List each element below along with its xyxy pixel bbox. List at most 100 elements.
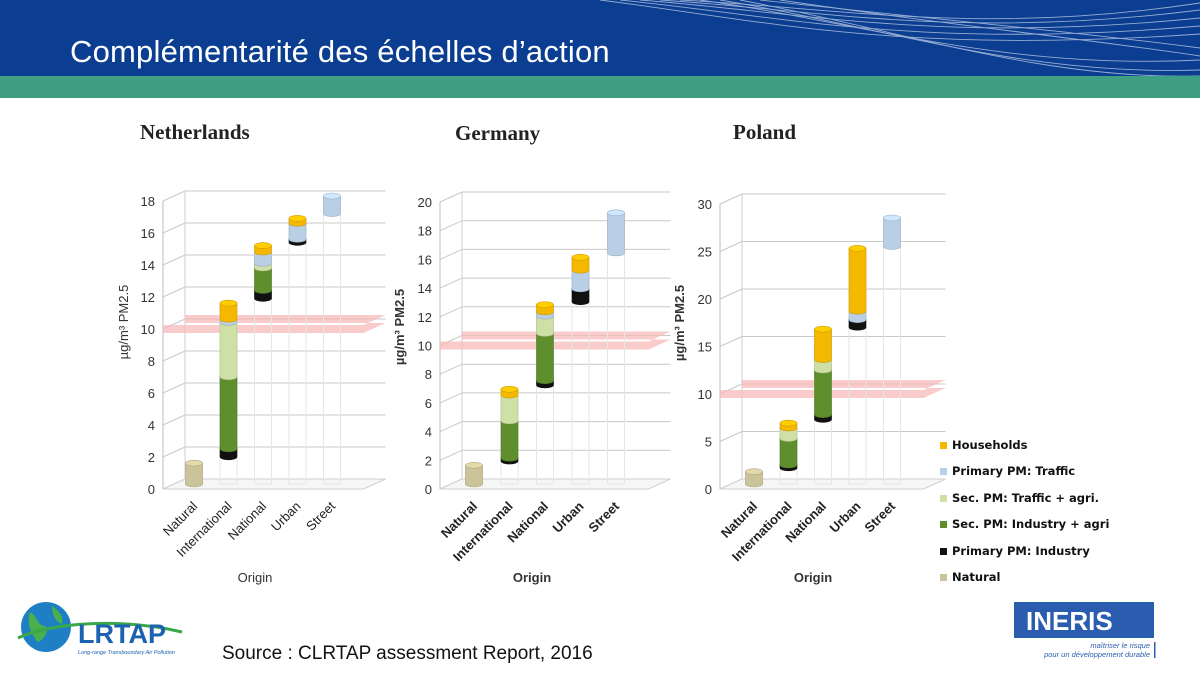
- bar-segment-top: [465, 462, 483, 469]
- bar-segment-top: [254, 242, 272, 249]
- chart-floor: [162, 478, 386, 490]
- legend-label: Primary PM: Traffic: [952, 464, 1076, 479]
- bar-segment-top: [571, 253, 590, 261]
- legend-swatch: [940, 547, 947, 555]
- bar-segment-sec_traffic_agri: [536, 315, 554, 337]
- bar-street: [323, 192, 341, 485]
- gridline-depth: [719, 193, 743, 205]
- legend-label: Natural: [952, 569, 1001, 584]
- y-tick-label: 4: [148, 418, 155, 433]
- limit-band: [720, 380, 946, 398]
- bar-segment-primary_traffic: [288, 222, 307, 243]
- x-axis-label: Origin: [794, 570, 832, 585]
- gridline-depth: [719, 241, 743, 252]
- bar-segment-top: [745, 468, 763, 475]
- legend-label: Sec. PM: Industry + agri: [952, 517, 1110, 532]
- legend-swatch: [940, 521, 947, 529]
- header-wave-pattern: [599, 0, 1200, 76]
- ineris-tagline-2: pour un développement durable: [1043, 650, 1150, 659]
- bar-segment-primary_traffic: [607, 212, 625, 257]
- gridline-depth: [719, 336, 743, 347]
- bar-national: [814, 325, 832, 485]
- bar-segment-primary_traffic: [883, 217, 901, 250]
- y-tick-label: 18: [418, 224, 432, 239]
- bar-segment-top: [219, 299, 238, 307]
- gridline-depth: [162, 350, 186, 362]
- accent-band: [0, 76, 1200, 98]
- bar-segment-natural: [185, 462, 203, 488]
- bar-outline: [883, 217, 901, 485]
- y-tick-label: 0: [148, 482, 155, 497]
- y-tick-label: 16: [418, 252, 432, 267]
- y-tick-label: 6: [148, 386, 155, 401]
- bar-national: [536, 301, 554, 485]
- gridline-depth: [439, 220, 463, 232]
- y-axis-label: µg/m³ PM2.5: [392, 289, 407, 365]
- source-citation: Source : CLRTAP assessment Report, 2016: [222, 643, 593, 664]
- bar-segment-sec_industry_agri: [814, 369, 832, 418]
- slide-header: Complémentarité des échelles d’action: [0, 0, 1200, 76]
- gridline-depth: [162, 414, 186, 426]
- x-tick-label: Urban: [826, 498, 863, 535]
- y-tick-label: 8: [425, 367, 432, 382]
- y-tick-label: 10: [141, 322, 155, 337]
- bar-segment-sec_industry_agri: [779, 438, 798, 469]
- bar-street: [607, 209, 625, 485]
- chart-floor: [439, 478, 671, 490]
- legend-swatch: [940, 494, 947, 502]
- y-tick-label: 2: [425, 453, 432, 468]
- bar-segment-natural: [465, 465, 483, 488]
- bar-segment-households: [848, 248, 867, 315]
- gridline-depth: [439, 421, 463, 433]
- gridline-depth: [719, 288, 743, 300]
- legend-label: Households: [952, 438, 1028, 452]
- y-tick-label: 20: [698, 292, 712, 307]
- bar-natural: [745, 468, 763, 488]
- bar-segment-primary_traffic: [323, 195, 341, 217]
- gridline-depth: [162, 286, 186, 298]
- bar-segment-top: [779, 419, 798, 427]
- bar-segment-top: [607, 209, 625, 217]
- bar-segment-sec_traffic_agri: [500, 394, 519, 425]
- legend-swatch: [940, 442, 947, 449]
- gridline-depth: [439, 277, 463, 289]
- y-tick-label: 14: [141, 258, 155, 273]
- bar-segment-sec_traffic_agri: [814, 359, 832, 374]
- lrtap-subtitle: Long-range Transboundary Air Pollution: [78, 650, 175, 656]
- y-tick-label: 10: [418, 339, 432, 354]
- y-axis-label: µg/m³ PM2.5: [672, 285, 687, 361]
- lrtap-logo: LRTAP Long-range Transboundary Air Pollu…: [12, 598, 187, 663]
- y-tick-label: 12: [418, 310, 432, 325]
- gridline-depth: [439, 363, 463, 375]
- bar-urban: [288, 215, 307, 485]
- bar-segment-households: [219, 302, 238, 323]
- gridline-depth: [162, 254, 186, 266]
- bar-segment-sec_traffic_agri: [779, 427, 798, 442]
- bar-segment-top: [323, 192, 341, 200]
- ineris-wordmark: INERIS: [1026, 606, 1113, 636]
- bar-international: [500, 385, 519, 485]
- bar-segment-top: [848, 245, 867, 252]
- limit-band: [163, 315, 386, 333]
- y-tick-label: 16: [141, 226, 155, 241]
- legend-label: Primary PM: Industry: [952, 543, 1090, 558]
- y-tick-label: 14: [418, 281, 432, 296]
- legend-label: Sec. PM: Traffic + agri.: [952, 490, 1100, 505]
- limit-band: [440, 331, 671, 350]
- y-tick-label: 18: [141, 194, 155, 209]
- bar-urban: [571, 253, 590, 485]
- bar-segment-top: [883, 214, 901, 222]
- bar-segment-top: [814, 325, 832, 333]
- gridline-depth: [439, 306, 463, 318]
- bar-street: [883, 214, 901, 485]
- gridline-depth: [162, 222, 186, 234]
- slide-title: Complémentarité des échelles d’action: [70, 34, 610, 69]
- bar-segment-households: [571, 256, 590, 274]
- x-axis-label: Origin: [513, 570, 551, 585]
- y-tick-label: 10: [698, 387, 712, 402]
- bar-segment-households: [814, 328, 832, 363]
- ineris-tagline-1: maîtriser le risque: [1090, 641, 1150, 650]
- bar-international: [779, 419, 798, 485]
- chart-title-netherlands: Netherlands: [140, 120, 250, 144]
